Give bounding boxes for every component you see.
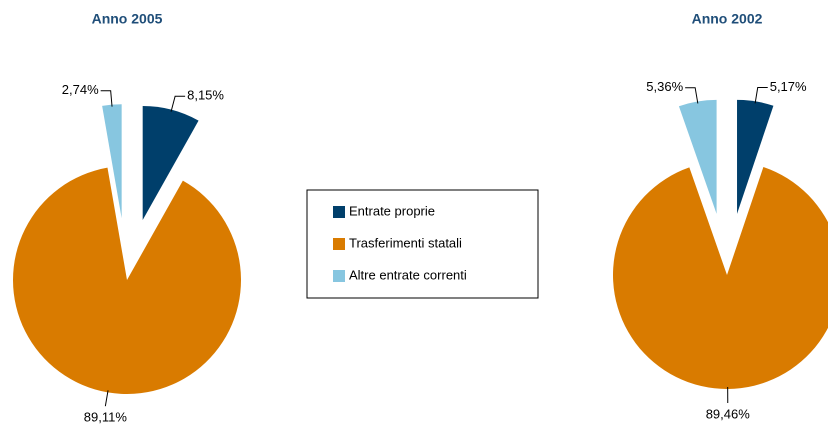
chart-title: Anno 2005: [92, 11, 163, 27]
leader-line: [104, 390, 109, 407]
data-label: 8,15%: [187, 88, 224, 103]
chart-title: Anno 2002: [692, 11, 763, 27]
legend-swatch: [333, 206, 345, 218]
leader-line: [100, 90, 113, 107]
data-label: 89,46%: [706, 406, 751, 421]
data-label: 89,11%: [84, 410, 128, 425]
pie-slice: [678, 99, 717, 214]
legend-label: Entrate proprie: [349, 203, 435, 218]
legend-box: [306, 189, 539, 299]
pie-slice: [13, 167, 241, 394]
legend-label: Altre entrate correnti: [349, 267, 467, 282]
data-label: 5,17%: [770, 79, 807, 94]
legend-swatch: [333, 270, 345, 282]
legend-label: Trasferimenti statali: [349, 235, 462, 250]
data-label: 2,74%: [62, 82, 99, 97]
pie-slice: [613, 166, 828, 389]
leader-line: [754, 87, 768, 104]
data-label: 5,36%: [646, 79, 683, 94]
leader-line: [685, 87, 699, 104]
legend-swatch: [333, 238, 345, 250]
pie-slice: [142, 106, 199, 221]
pie-slice: [102, 104, 122, 219]
leader-line: [170, 95, 186, 112]
pie-slice: [737, 99, 774, 214]
